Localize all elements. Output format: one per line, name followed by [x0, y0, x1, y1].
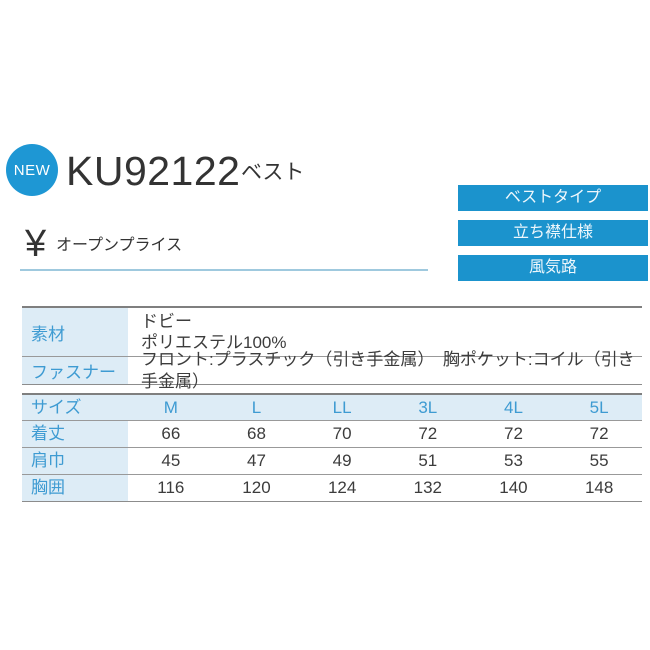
spec-value-line: ポリエステル100% — [141, 333, 287, 352]
spec-row-material: 素材 ドビー ポリエステル100% — [22, 308, 642, 356]
size-col-5l: 5L — [556, 394, 642, 420]
measurement-value: 70 — [332, 424, 352, 443]
measurement-value: 53 — [503, 451, 523, 470]
size-header-label: サイズ — [22, 394, 128, 420]
measurement-row-length: 着丈 66 68 70 72 72 72 — [22, 420, 642, 447]
spec-label-material: 素材 — [22, 308, 128, 356]
measurement-value: 47 — [247, 451, 266, 470]
spec-row-fastener: ファスナー フロント:プラスチック（引き手金属） 胸ポケット:コイル（引き手金属… — [22, 350, 642, 391]
size-header-row: サイズ M L LL 3L 4L 5L — [22, 394, 642, 420]
measurement-value: 116 — [157, 478, 185, 497]
size-table: サイズ M L LL 3L 4L 5L 着丈 66 68 70 72 72 72… — [22, 393, 642, 502]
measurement-value: 51 — [418, 451, 438, 470]
measurement-value: 72 — [503, 424, 523, 443]
measurement-value: 68 — [247, 424, 266, 443]
measurement-value: 45 — [161, 451, 181, 470]
size-col-4l: 4L — [470, 394, 557, 420]
new-badge: NEW — [6, 144, 58, 196]
measurement-row-shoulder: 肩巾 45 47 49 51 53 55 — [22, 447, 642, 474]
measurement-value: 120 — [242, 478, 271, 497]
spec-table: 素材 ドビー ポリエステル100% ファスナー フロント:プラスチック（引き手金… — [22, 306, 642, 391]
measurement-label-shoulder: 肩巾 — [22, 447, 128, 474]
measurement-row-chest: 胸囲 116 120 124 132 140 148 — [22, 474, 642, 501]
size-col-l: L — [213, 394, 300, 420]
measurement-label-length: 着丈 — [22, 420, 128, 447]
measurement-value: 124 — [327, 478, 357, 497]
feature-tags: ベストタイプ 立ち襟仕様 風気路 — [458, 185, 648, 281]
spec-value-line: フロント:プラスチック（引き手金属） 胸ポケット:コイル（引き手金属） — [141, 350, 635, 391]
spec-label-fastener: ファスナー — [22, 357, 128, 384]
price-text: オープンプライス — [56, 237, 183, 254]
size-col-ll: LL — [299, 394, 385, 420]
spec-value-fastener: フロント:プラスチック（引き手金属） 胸ポケット:コイル（引き手金属） — [128, 350, 642, 390]
measurement-value: 66 — [161, 424, 181, 443]
product-code: KU92122 — [66, 148, 241, 194]
price-underline — [20, 269, 428, 271]
product-category: ベスト — [241, 161, 305, 184]
measurement-value: 55 — [589, 451, 609, 470]
measurement-value: 72 — [589, 424, 609, 443]
yen-symbol: ¥ — [25, 223, 47, 265]
measurement-value: 72 — [418, 424, 438, 443]
measurement-value: 148 — [584, 478, 614, 497]
spec-value-material: ドビー ポリエステル100% — [128, 308, 642, 356]
feature-tag-air-path: 風気路 — [458, 255, 648, 281]
measurement-value: 132 — [413, 478, 442, 497]
spec-value-line: ドビー — [141, 311, 192, 331]
feature-tag-vest-type: ベストタイプ — [458, 185, 648, 211]
measurement-label-chest: 胸囲 — [22, 474, 128, 501]
measurement-value: 140 — [499, 478, 528, 497]
feature-tag-stand-collar: 立ち襟仕様 — [458, 220, 648, 246]
size-col-m: M — [128, 394, 214, 420]
measurement-value: 49 — [332, 451, 352, 470]
size-col-3l: 3L — [384, 394, 471, 420]
